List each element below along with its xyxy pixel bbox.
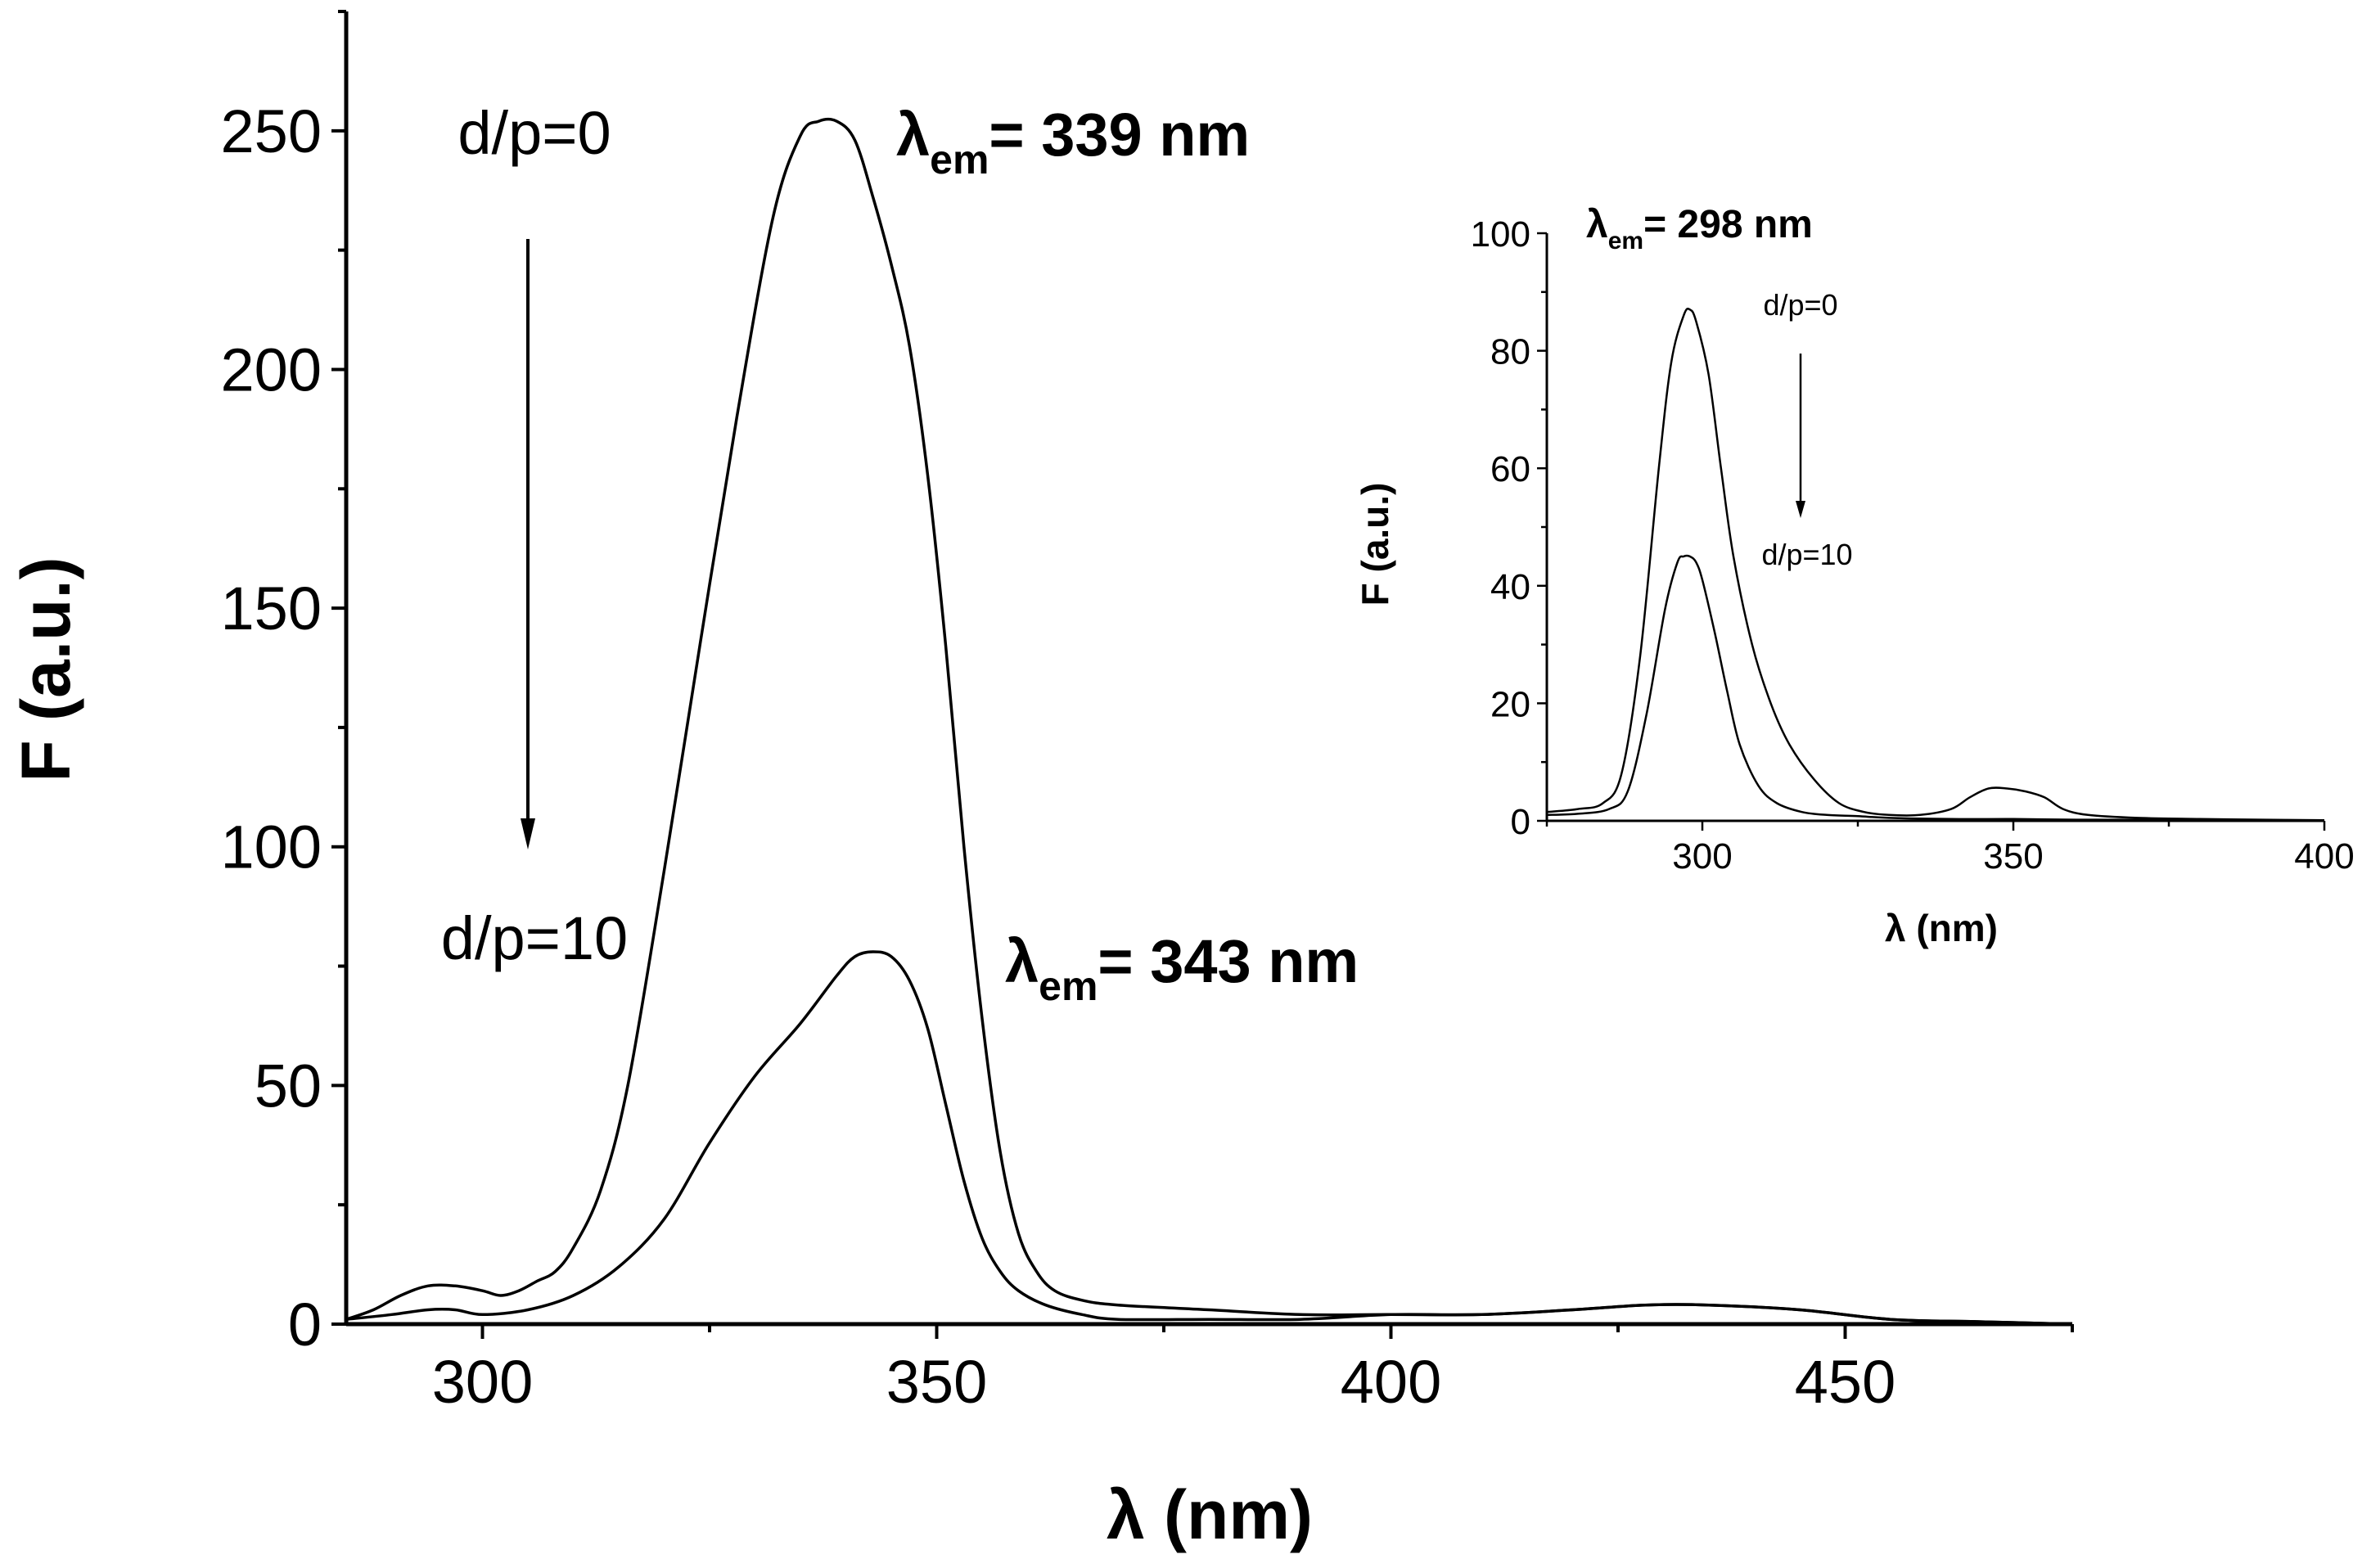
- inset-series-line-0: [1546, 308, 2325, 822]
- inset-series-line-1: [1546, 554, 2325, 822]
- main-series-line-1: [345, 950, 2073, 1326]
- inset-y-tick-label: 100: [1471, 214, 1530, 255]
- inset-peak-label: λem= 298 nm: [1586, 203, 1813, 255]
- inset-y-tick-label: 60: [1490, 449, 1530, 489]
- main-y-tick-label: 50: [255, 1052, 322, 1120]
- inset-y-tick-label: 40: [1490, 567, 1530, 607]
- main-x-tick-label: 450: [1795, 1348, 1895, 1416]
- main-peak-bottom-sub: em: [1039, 963, 1098, 1009]
- inset-annotation-dp10: d/p=10: [1761, 538, 1852, 571]
- main-x-tick-label: 350: [886, 1348, 987, 1416]
- main-x-axis-title: λ (nm): [1107, 1476, 1313, 1553]
- main-y-tick-label: 250: [221, 97, 322, 165]
- main-peak-label-bottom: λem= 343 nm: [1005, 927, 1359, 1009]
- main-decrease-arrow-head: [521, 818, 535, 849]
- main-peak-bottom-lambda: λ: [1005, 927, 1039, 995]
- main-peak-bottom-value: = 343 nm: [1098, 927, 1359, 995]
- main-peak-top-lambda: λ: [896, 101, 930, 169]
- main-y-tick-label: 0: [288, 1291, 322, 1358]
- inset-x-tick-label: 400: [2294, 836, 2354, 876]
- inset-y-tick-label: 20: [1490, 684, 1530, 724]
- inset-x-axis-title: λ (nm): [1885, 907, 1998, 949]
- main-annotation-dp10: d/p=10: [441, 904, 628, 972]
- inset-x-tick-label: 300: [1672, 836, 1732, 876]
- inset-ticks: 300 350 400 0 20 40 60 80 100: [1471, 214, 2355, 876]
- main-curves: [345, 117, 2073, 1326]
- main-x-tick-label: 300: [432, 1348, 533, 1416]
- inset-peak-value: = 298 nm: [1643, 203, 1813, 246]
- inset-plot: 300 350 400 0 20 40 60 80 100 λ (nm) F (a.u.) λe…: [1354, 203, 2355, 949]
- inset-peak-sub: em: [1608, 228, 1643, 255]
- main-y-axis-title: F (a.u.): [7, 556, 84, 782]
- main-annotation-dp0: d/p=0: [458, 99, 611, 167]
- inset-decrease-arrow-head: [1796, 501, 1805, 518]
- inset-y-tick-label: 80: [1490, 332, 1530, 372]
- inset-y-axis-title: F (a.u.): [1354, 483, 1396, 606]
- main-peak-label-top: λem= 339 nm: [896, 101, 1250, 182]
- inset-x-tick-label: 350: [1983, 836, 2043, 876]
- main-peak-top-sub: em: [930, 137, 989, 182]
- main-x-tick-label: 400: [1341, 1348, 1441, 1416]
- inset-annotation-dp0: d/p=0: [1763, 288, 1837, 322]
- inset-peak-lambda: λ: [1586, 203, 1608, 246]
- inset-y-tick-label: 0: [1511, 802, 1530, 842]
- inset-curves: [1546, 308, 2325, 822]
- main-y-tick-label: 200: [221, 336, 322, 403]
- main-y-tick-label: 100: [221, 813, 322, 881]
- main-peak-top-value: = 339 nm: [989, 101, 1250, 169]
- main-y-tick-label: 150: [221, 574, 322, 642]
